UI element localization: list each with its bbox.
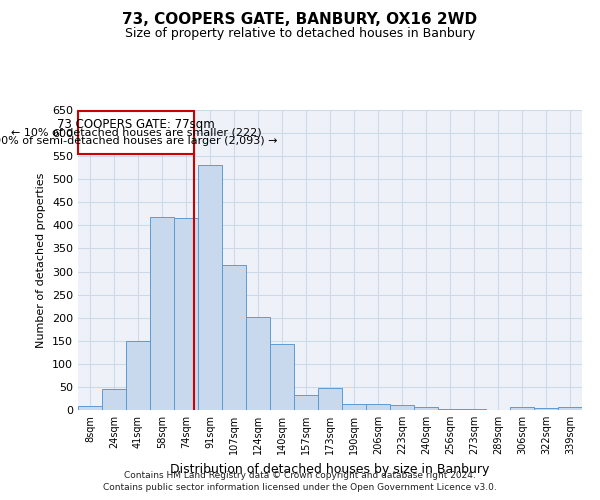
Bar [414, 407, 438, 410]
Bar [150, 217, 174, 410]
Bar [126, 341, 150, 410]
X-axis label: Distribution of detached houses by size in Banbury: Distribution of detached houses by size … [170, 462, 490, 475]
Text: 73 COOPERS GATE: 77sqm: 73 COOPERS GATE: 77sqm [58, 118, 215, 131]
Y-axis label: Number of detached properties: Number of detached properties [37, 172, 46, 348]
Bar [510, 407, 534, 410]
Text: Size of property relative to detached houses in Banbury: Size of property relative to detached ho… [125, 28, 475, 40]
Bar [78, 406, 102, 410]
Text: ← 10% of detached houses are smaller (222): ← 10% of detached houses are smaller (22… [11, 127, 262, 137]
Text: 73, COOPERS GATE, BANBURY, OX16 2WD: 73, COOPERS GATE, BANBURY, OX16 2WD [122, 12, 478, 28]
Bar [174, 218, 198, 410]
Bar [366, 404, 390, 410]
Bar [198, 166, 222, 410]
Bar [318, 388, 342, 410]
Bar [102, 389, 126, 410]
Bar [390, 406, 414, 410]
Bar [462, 409, 486, 410]
FancyBboxPatch shape [78, 111, 194, 154]
Bar [222, 264, 246, 410]
Text: 90% of semi-detached houses are larger (2,093) →: 90% of semi-detached houses are larger (… [0, 136, 278, 146]
Bar [558, 407, 582, 410]
Text: Contains HM Land Registry data © Crown copyright and database right 2024.: Contains HM Land Registry data © Crown c… [124, 471, 476, 480]
Text: Contains public sector information licensed under the Open Government Licence v3: Contains public sector information licen… [103, 484, 497, 492]
Bar [246, 317, 270, 410]
Bar [438, 409, 462, 410]
Bar [294, 395, 318, 410]
Bar [534, 408, 558, 410]
Bar [342, 404, 366, 410]
Bar [270, 344, 294, 410]
